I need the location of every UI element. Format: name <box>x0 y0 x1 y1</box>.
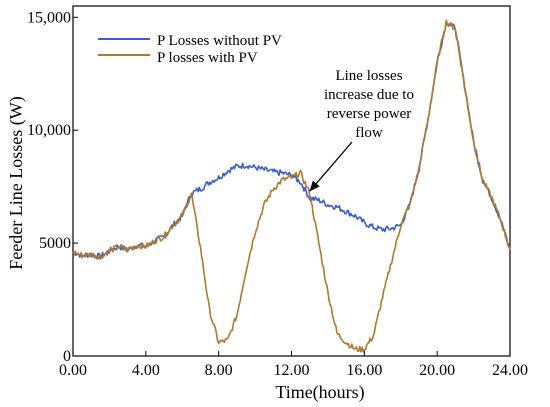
legend-label-with-pv: P losses with PV <box>157 50 258 66</box>
annotation-line-1: Line losses <box>335 68 402 84</box>
y-tick-label: 5000 <box>39 235 71 252</box>
series-line-0 <box>73 20 511 260</box>
annotation-line-3: reverse power <box>327 106 412 122</box>
y-tick-label: 15,000 <box>27 9 71 26</box>
annotation-arrow <box>309 141 353 192</box>
x-tick-label: 4.00 <box>132 362 160 379</box>
y-axis-ticks: 0 5000 10,000 15,000 <box>27 9 78 365</box>
series-layer <box>72 19 511 353</box>
annotation: Line losses increase due to reverse powe… <box>309 68 414 192</box>
annotation-line-4: flow <box>355 125 383 141</box>
annotation-line-2: increase due to <box>324 87 414 103</box>
x-axis-ticks: 0.00 4.00 8.00 12.00 16.00 20.00 24.00 <box>59 351 528 379</box>
legend: P Losses without PV P losses with PV <box>98 33 282 66</box>
x-axis-label: Time(hours) <box>275 382 364 403</box>
x-tick-label: 24.00 <box>492 362 528 379</box>
x-tick-label: 20.00 <box>419 362 455 379</box>
annotation-arrowhead <box>309 180 320 192</box>
x-tick-label: 0.00 <box>59 362 87 379</box>
legend-label-without-pv: P Losses without PV <box>157 33 282 49</box>
y-tick-label: 10,000 <box>27 122 71 139</box>
x-tick-label: 16.00 <box>346 362 382 379</box>
y-axis-label: Feeder Line Losses (W) <box>6 96 27 269</box>
y-tick-label: 0 <box>63 348 71 365</box>
series-line-1 <box>72 19 511 353</box>
plot-frame <box>72 5 511 357</box>
x-tick-label: 8.00 <box>205 362 233 379</box>
x-tick-label: 12.00 <box>274 362 310 379</box>
